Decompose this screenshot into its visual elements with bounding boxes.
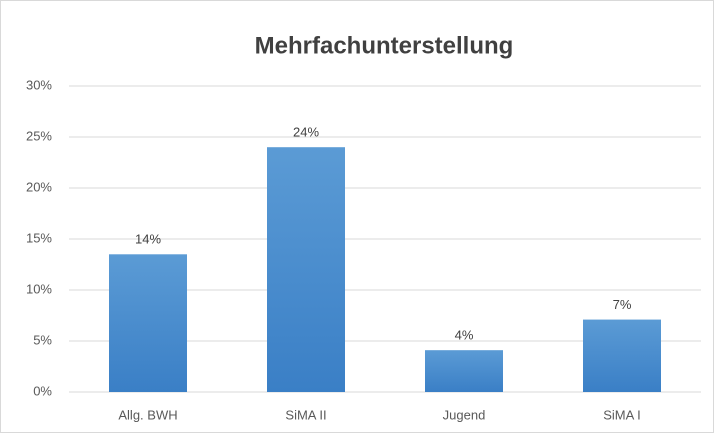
x-tick-label: SiMA I — [603, 407, 641, 422]
bar — [425, 350, 503, 392]
value-label: 24% — [293, 125, 319, 140]
y-tick-label: 10% — [26, 281, 52, 296]
y-tick-label: 30% — [26, 77, 52, 92]
y-tick-label: 25% — [26, 128, 52, 143]
y-tick-label: 5% — [33, 332, 52, 347]
chart-title: Mehrfachunterstellung — [255, 32, 514, 59]
bar — [109, 254, 187, 392]
bar — [583, 319, 661, 392]
value-label: 4% — [455, 328, 474, 343]
y-tick-label: 15% — [26, 230, 52, 245]
x-tick-label: Jugend — [443, 407, 486, 422]
y-tick-label: 20% — [26, 179, 52, 194]
y-tick-label: 0% — [33, 383, 52, 398]
bar — [267, 147, 345, 392]
x-tick-label: Allg. BWH — [118, 407, 177, 422]
value-label: 14% — [135, 232, 161, 247]
value-label: 7% — [613, 297, 632, 312]
x-tick-label: SiMA II — [285, 407, 326, 422]
